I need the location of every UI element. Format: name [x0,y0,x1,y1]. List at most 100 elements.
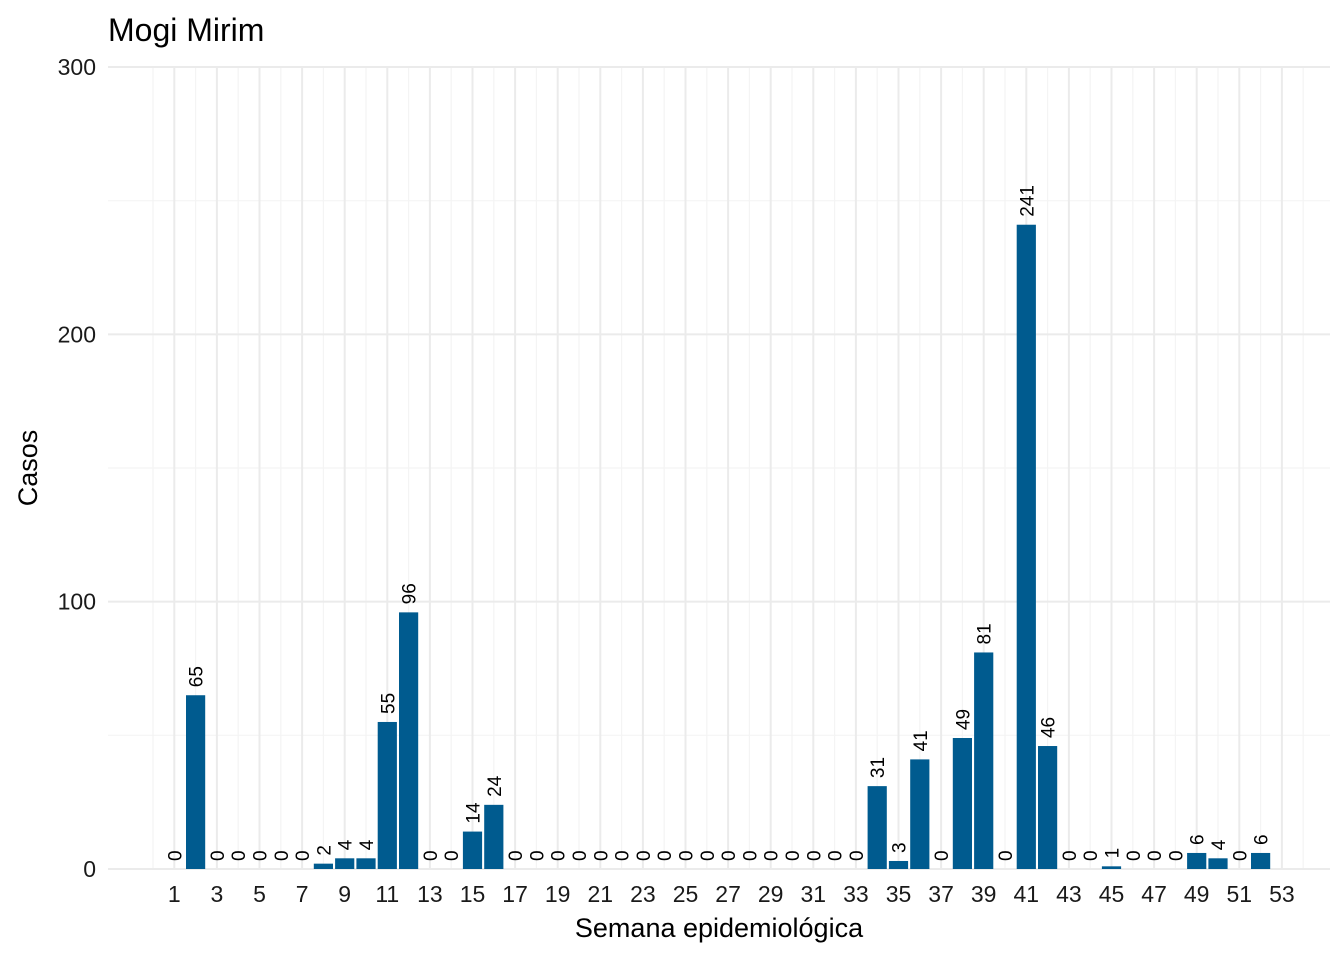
y-tick-labels: 0 100 200 300 [58,54,96,882]
bar [867,786,887,869]
bar [484,804,504,869]
x-tick-label: 53 [1269,881,1295,907]
x-tick-label: 33 [843,881,869,907]
x-tick-label: 39 [971,881,997,907]
y-tick-label: 100 [58,589,96,615]
x-tick-label: 25 [673,881,699,907]
bar [356,858,376,869]
data-label: 0 [804,850,825,861]
x-tick-label: 41 [1014,881,1040,907]
data-label: 0 [251,850,272,861]
bar [399,612,419,869]
data-label: 0 [1081,850,1102,861]
data-label: 0 [1124,850,1145,861]
bar [910,759,930,869]
data-label: 0 [272,850,293,861]
data-label: 0 [527,850,548,861]
bar [1038,746,1058,869]
x-tick-label: 47 [1141,881,1167,907]
data-label: 14 [464,802,485,824]
bar [462,831,483,869]
x-tick-label: 21 [588,881,614,907]
data-label: 0 [932,850,953,861]
y-axis-title: Casos [13,430,43,507]
bar [1187,852,1207,869]
y-tick-label: 300 [58,54,96,80]
data-label: 24 [485,775,506,797]
data-label: 0 [698,850,719,861]
x-tick-label: 45 [1099,881,1125,907]
data-label: 0 [421,850,442,861]
data-label: 2 [314,845,335,856]
grid [108,66,1330,870]
data-label: 0 [229,850,250,861]
data-label: 0 [677,850,698,861]
x-tick-label: 3 [211,881,224,907]
bar [335,858,355,869]
data-label: 0 [442,850,463,861]
data-label: 0 [719,850,740,861]
chart-title: Mogi Mirim [108,12,264,48]
data-label: 41 [911,730,932,751]
data-label: 0 [591,850,612,861]
data-label: 0 [549,850,570,861]
x-tick-label: 35 [886,881,912,907]
x-tick-label: 5 [253,881,266,907]
x-axis-title: Semana epidemiológica [575,913,864,943]
data-label: 0 [740,850,761,861]
data-label: 0 [570,850,591,861]
x-tick-label: 23 [630,881,656,907]
data-label: 4 [357,839,378,850]
x-tick-label: 19 [545,881,571,907]
bar [888,860,909,869]
bar [313,863,333,869]
x-tick-label: 13 [417,881,443,907]
bar [952,738,972,869]
data-label: 0 [1145,850,1166,861]
data-label: 81 [975,623,996,644]
x-tick-label: 9 [338,881,351,907]
data-label: 0 [613,850,634,861]
data-label: 6 [1188,834,1209,845]
data-label: 0 [762,850,783,861]
data-label: 0 [1060,850,1081,861]
x-tick-label: 15 [460,881,486,907]
x-tick-label: 43 [1056,881,1082,907]
data-label: 49 [953,709,974,730]
data-label: 0 [1230,850,1251,861]
x-tick-label: 51 [1227,881,1253,907]
y-tick-label: 200 [58,321,96,347]
x-tick-label: 11 [375,881,399,907]
data-label: 31 [868,757,889,778]
x-tick-label: 1 [168,881,181,907]
data-label: 0 [634,850,655,861]
bar [974,652,994,869]
bar [1251,852,1271,869]
x-tick-label: 7 [296,881,309,907]
bar [186,695,206,869]
bar [1016,224,1036,869]
bar [377,721,397,869]
data-label: 0 [847,850,868,861]
data-label: 0 [506,850,527,861]
data-label: 0 [655,850,676,861]
data-label: 0 [783,850,804,861]
data-label: 4 [1209,839,1230,850]
data-label: 0 [1166,850,1187,861]
data-label: 4 [336,839,357,850]
data-label: 65 [187,666,208,687]
x-tick-label: 31 [801,881,827,907]
bars [186,224,1271,869]
x-tick-label: 49 [1184,881,1210,907]
x-tick-label: 17 [502,881,528,907]
data-label: 55 [378,693,399,714]
data-label: 0 [996,850,1017,861]
data-label: 0 [826,850,847,861]
x-tick-labels: 1 3 5 7 9 11 13 15 17 19 21 23 25 27 29 31 33 35 37 39 41 43 4… [168,881,1295,907]
data-label: 0 [293,850,314,861]
data-label: 96 [400,583,421,604]
x-tick-label: 37 [928,881,954,907]
data-label: 46 [1039,717,1060,738]
